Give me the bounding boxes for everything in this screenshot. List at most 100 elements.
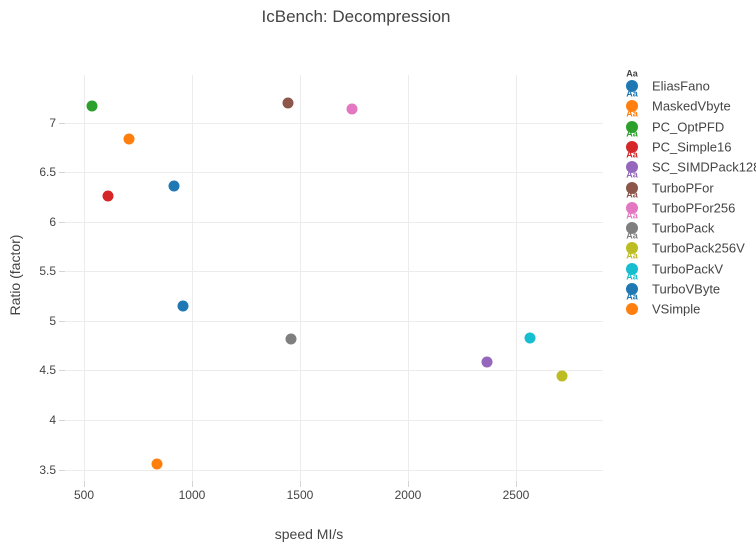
data-point-EliasFano[interactable] — [168, 180, 180, 192]
legend-sample-text: Aa — [626, 271, 638, 281]
y-axis-title: Ratio (factor) — [7, 234, 23, 316]
legend-marker — [626, 140, 638, 153]
x-tick-label: 2500 — [502, 488, 530, 502]
legend-marker — [626, 80, 638, 92]
y-gridline — [65, 271, 603, 273]
legend-sample-text: Aa — [626, 189, 638, 200]
x-gridline — [515, 75, 517, 481]
y-tick-label: 6 — [49, 214, 56, 229]
y-tick-mark — [59, 122, 65, 124]
legend-item-TurboPFor256[interactable]: Aa TurboPFor256 — [620, 190, 756, 218]
legend-marker — [626, 181, 638, 194]
legend-marker — [626, 242, 638, 255]
y-tick-mark — [59, 172, 65, 174]
data-point-TurboVByte[interactable] — [177, 300, 189, 312]
legend-label: TurboPFor — [652, 180, 714, 195]
legend-label: TurboPackV — [652, 261, 724, 277]
legend-label: PC_Simple16 — [652, 139, 732, 155]
y-gridline — [65, 221, 603, 223]
data-point-SC_SIMDPack128[interactable] — [481, 356, 493, 368]
legend-item-TurboPackV[interactable]: Aa TurboPackV — [620, 251, 756, 279]
x-tick-mark — [407, 481, 409, 487]
legend-sample-text: Aa — [626, 169, 638, 180]
legend-marker — [626, 262, 638, 275]
y-tick-mark — [59, 370, 65, 372]
legend-label: VSimple — [652, 301, 701, 317]
legend-item-SC_SIMDPack128[interactable]: Aa SC_SIMDPack128 — [620, 150, 756, 177]
y-tick-mark — [59, 320, 65, 322]
chart-title: IcBench: Decompression — [261, 7, 451, 26]
y-gridline — [65, 320, 603, 322]
legend-marker — [626, 283, 638, 295]
legend-item-PC_OptPFD[interactable]: Aa PC_OptPFD — [620, 109, 756, 137]
y-tick-label: 5.5 — [39, 264, 56, 279]
legend-sample-text: Aa — [626, 149, 638, 160]
legend-sample-text: Aa — [626, 291, 638, 302]
legend-sample-text: Aa — [626, 128, 638, 139]
y-gridline — [65, 420, 603, 422]
y-tick-mark — [59, 420, 65, 422]
legend-sample-text: Aa — [626, 68, 638, 78]
y-tick-label: 7 — [49, 115, 56, 130]
legend-marker — [626, 161, 638, 174]
legend-sample-text: Aa — [626, 210, 638, 221]
legend-label: TurboPack256V — [652, 240, 745, 256]
legend-marker — [626, 120, 638, 133]
legend-sample-text: Aa — [626, 230, 638, 241]
y-gridline — [65, 370, 603, 372]
x-tick-label: 2000 — [394, 488, 422, 502]
x-gridline — [407, 75, 409, 481]
data-point-MaskedVbyte[interactable] — [123, 133, 135, 145]
x-tick-label: 1500 — [286, 488, 314, 502]
y-tick-label: 4 — [49, 413, 56, 428]
x-tick-mark — [515, 481, 517, 487]
legend-label: TurboVByte — [652, 281, 721, 297]
x-gridline — [299, 75, 301, 481]
y-tick-mark — [59, 469, 65, 471]
legend-marker — [626, 100, 638, 113]
y-tick-mark — [59, 221, 65, 223]
data-point-PC_OptPFD[interactable] — [86, 100, 98, 112]
data-point-PC_Simple16[interactable] — [102, 190, 114, 202]
legend: Aa EliasFano Aa MaskedVbyte Aa PC_OptPFD Aa PC_… — [620, 60, 756, 330]
x-gridline — [191, 75, 193, 481]
legend-label: MaskedVbyte — [652, 98, 731, 114]
data-point-TurboPFor256[interactable] — [346, 103, 358, 115]
y-tick-label: 3.5 — [39, 462, 56, 477]
legend-item-MaskedVbyte[interactable]: Aa MaskedVbyte — [620, 89, 756, 116]
y-tick-label: 5 — [49, 313, 56, 328]
y-tick-label: 4.5 — [39, 363, 56, 378]
legend-item-EliasFano[interactable]: Aa EliasFano — [620, 69, 756, 96]
legend-item-TurboVByte[interactable]: Aa TurboVByte — [620, 272, 756, 299]
legend-marker — [626, 201, 638, 214]
legend-sample-text: Aa — [626, 250, 638, 261]
y-gridline — [65, 469, 603, 471]
legend-label: EliasFano — [652, 78, 710, 94]
x-axis-title: speed MI/s — [274, 526, 344, 542]
plot-area — [65, 75, 603, 481]
data-point-TurboPack[interactable] — [285, 333, 297, 345]
data-point-TurboPackV[interactable] — [524, 332, 536, 344]
legend-label: TurboPFor256 — [652, 200, 736, 216]
legend-label: PC_OptPFD — [652, 119, 725, 135]
legend-item-PC_Simple16[interactable]: Aa PC_Simple16 — [620, 129, 756, 157]
x-tick-mark — [84, 481, 85, 487]
legend-label: TurboPack — [652, 220, 715, 236]
legend-item-TurboPFor[interactable]: Aa TurboPFor — [620, 170, 756, 198]
data-point-TurboPFor[interactable] — [282, 97, 294, 109]
y-gridline — [65, 122, 603, 124]
data-point-TurboPack256V[interactable] — [556, 370, 568, 382]
legend-item-TurboPack256V[interactable]: Aa TurboPack256V — [620, 231, 756, 258]
legend-marker — [626, 303, 638, 316]
data-point-VSimple[interactable] — [151, 458, 163, 470]
legend-marker — [626, 222, 638, 235]
legend-item-VSimple[interactable]: Aa VSimple — [620, 292, 756, 319]
y-gridline — [65, 172, 603, 174]
legend-item-TurboPack[interactable]: Aa TurboPack — [620, 211, 756, 238]
x-tick-label: 1000 — [178, 488, 206, 502]
x-gridline — [84, 75, 85, 481]
y-tick-label: 6.5 — [39, 165, 56, 180]
x-tick-mark — [191, 481, 193, 487]
x-tick-label: 500 — [73, 488, 95, 502]
